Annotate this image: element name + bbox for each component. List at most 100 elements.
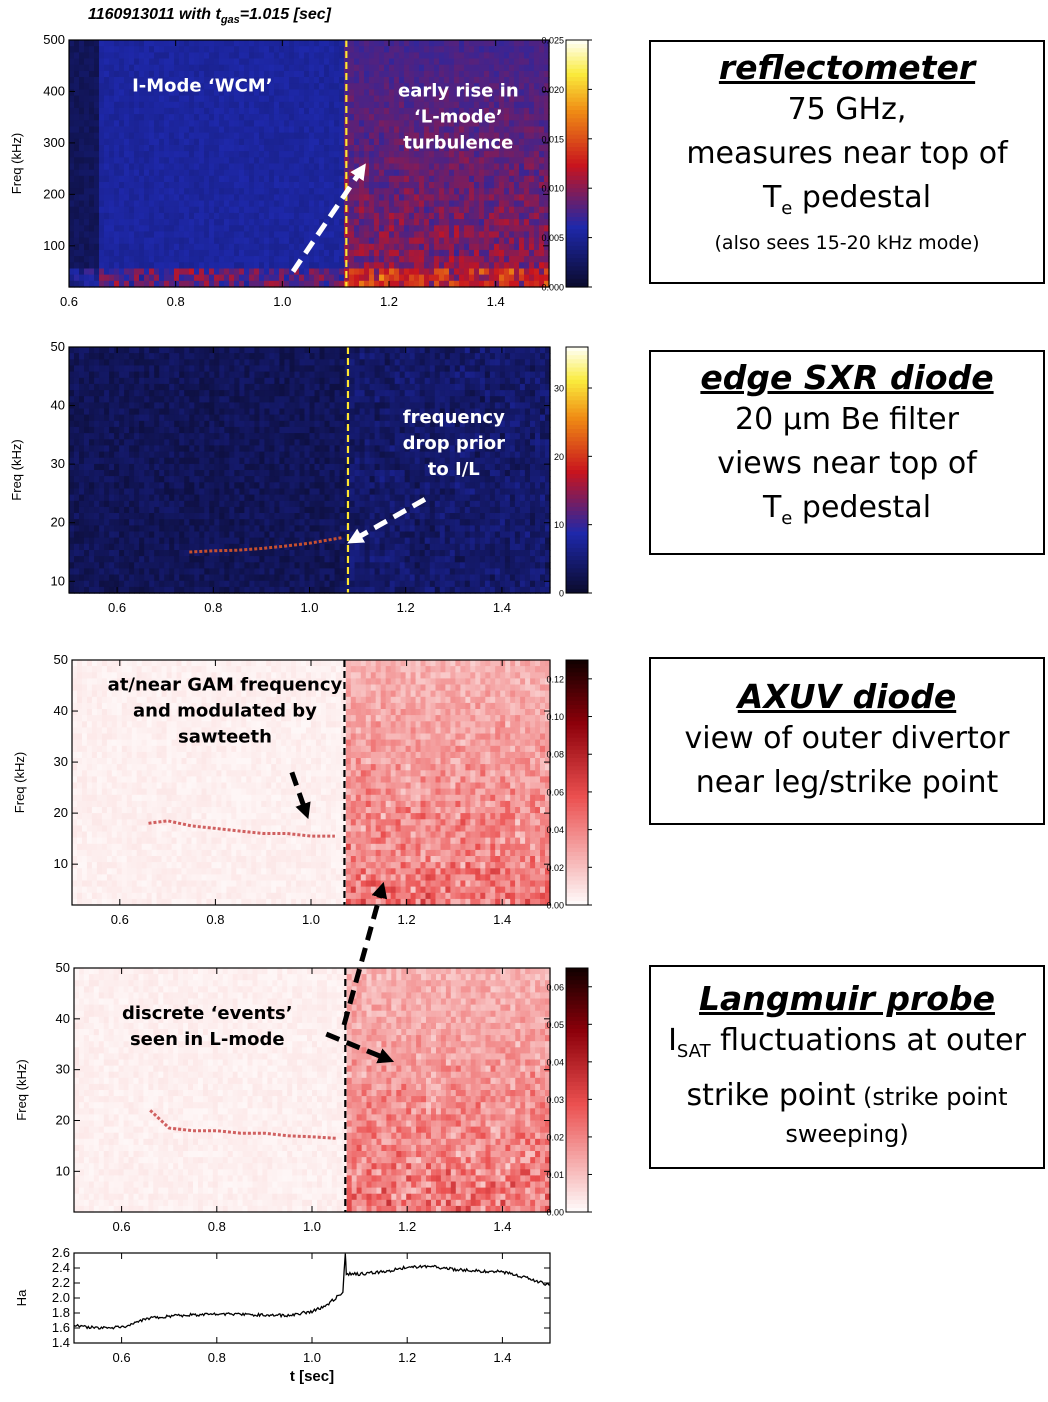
colorbar-step	[566, 375, 588, 381]
colorbar-step	[566, 151, 588, 156]
colorbar-tick-label: 0.12	[546, 674, 564, 684]
x-tick-label: 0.6	[111, 912, 129, 927]
box-line: 75 GHz,	[651, 88, 1043, 132]
colorbar-step	[566, 408, 588, 414]
colorbar-step	[566, 225, 588, 230]
box-line: ISAT fluctuations at outer	[651, 1019, 1043, 1074]
colorbar-step	[566, 980, 588, 985]
colorbar-step	[566, 713, 588, 718]
y-tick-label: 30	[54, 754, 68, 769]
colorbar-tick-label: 0.000	[541, 283, 564, 293]
colorbar-tick-label: 10	[554, 520, 564, 530]
colorbar-step	[566, 1130, 588, 1136]
colorbar-step	[566, 1008, 588, 1014]
colorbar-step	[566, 523, 588, 528]
colorbar-step	[566, 266, 588, 272]
colorbar-step	[566, 474, 588, 479]
colorbar-step	[566, 147, 588, 152]
colorbar-tick-label: 0.10	[546, 712, 564, 722]
colorbar-step	[566, 876, 588, 882]
colorbar-step	[566, 212, 588, 218]
colorbar-step	[566, 556, 588, 561]
x-tick-label: 1.0	[273, 294, 291, 309]
colorbar-step	[566, 1000, 588, 1006]
colorbar-step	[566, 105, 588, 111]
colorbar-step	[566, 794, 588, 800]
colorbar-step	[566, 1163, 588, 1168]
halpha-trace	[73, 1253, 551, 1330]
colorbar-step	[566, 676, 588, 681]
y-tick-label: 500	[43, 32, 65, 47]
colorbar-step	[566, 1159, 588, 1164]
colorbar-step	[566, 200, 588, 206]
spectrogram-texture	[72, 660, 551, 906]
colorbar-tick-label: 0.02	[546, 1132, 564, 1142]
colorbar-step	[566, 580, 588, 586]
colorbar-step	[566, 1053, 588, 1059]
colorbar-step	[566, 392, 588, 397]
mode-track	[189, 535, 344, 554]
colorbar-step	[566, 815, 588, 820]
colorbar-step	[566, 506, 588, 512]
y-tick-label: 40	[54, 703, 68, 718]
colorbar-step	[566, 89, 588, 95]
colorbar-step	[566, 494, 588, 500]
x-tick-label: 0.6	[60, 294, 78, 309]
annotation-text: to I/L	[428, 459, 480, 480]
colorbar-step	[566, 1033, 588, 1038]
colorbar-step	[566, 547, 588, 553]
mode-track	[149, 1109, 336, 1140]
colorbar-step	[566, 400, 588, 405]
colorbar-step	[566, 254, 588, 259]
colorbar-step	[566, 696, 588, 702]
colorbar-step	[566, 445, 588, 451]
colorbar-step	[566, 1134, 588, 1140]
colorbar-step	[566, 441, 588, 446]
box-line: views near top of	[651, 442, 1043, 486]
colorbar-step	[566, 498, 588, 504]
annotation-arrow	[289, 771, 311, 820]
colorbar-step	[566, 798, 588, 804]
mode-track	[148, 819, 335, 838]
x-tick-label: 0.8	[208, 1219, 226, 1234]
box-line: near leg/strike point	[651, 761, 1043, 805]
colorbar-step	[566, 807, 588, 812]
colorbar-step	[566, 584, 588, 590]
colorbar-step	[566, 60, 588, 66]
colorbar-step	[566, 860, 588, 865]
colorbar-step	[566, 872, 588, 877]
colorbar-step	[566, 827, 588, 833]
colorbar-step	[566, 163, 588, 169]
colorbar-step	[566, 237, 588, 243]
colorbar-step	[566, 531, 588, 537]
colorbar-step	[566, 984, 588, 989]
colorbar-step	[566, 1187, 588, 1193]
y-axis-label: Ha	[14, 1289, 29, 1306]
colorbar-step	[566, 388, 588, 393]
colorbar-step	[566, 167, 588, 173]
colorbar-step	[566, 892, 588, 898]
box-heading: edge SXR diode	[651, 358, 1043, 398]
box-note: (also sees 15-20 kHz mode)	[651, 231, 1043, 255]
box-line: strike point (strike point	[651, 1074, 1043, 1119]
y-tick-label: 50	[54, 652, 68, 667]
colorbar-step	[566, 110, 588, 115]
colorbar-step	[566, 823, 588, 828]
reflectometer-box: reflectometer 75 GHz, measures near top …	[649, 40, 1045, 284]
colorbar-step	[566, 1065, 588, 1071]
y-tick-label: 40	[56, 1011, 70, 1026]
colorbar-step	[566, 1061, 588, 1067]
colorbar-step	[566, 85, 588, 90]
annotation-text: discrete ‘events’	[122, 1003, 293, 1024]
colorbar-step	[566, 560, 588, 565]
colorbar-step	[566, 72, 588, 78]
annotation-text: early rise in	[398, 81, 519, 102]
colorbar-step	[566, 568, 588, 574]
x-tick-label: 1.4	[493, 912, 511, 927]
colorbar-step	[566, 56, 588, 62]
y-tick-label: 200	[43, 186, 65, 201]
colorbar-step	[566, 1179, 588, 1185]
y-tick-label: 40	[51, 398, 65, 413]
colorbar-step	[566, 1041, 588, 1046]
x-tick-label: 1.0	[303, 1350, 321, 1365]
